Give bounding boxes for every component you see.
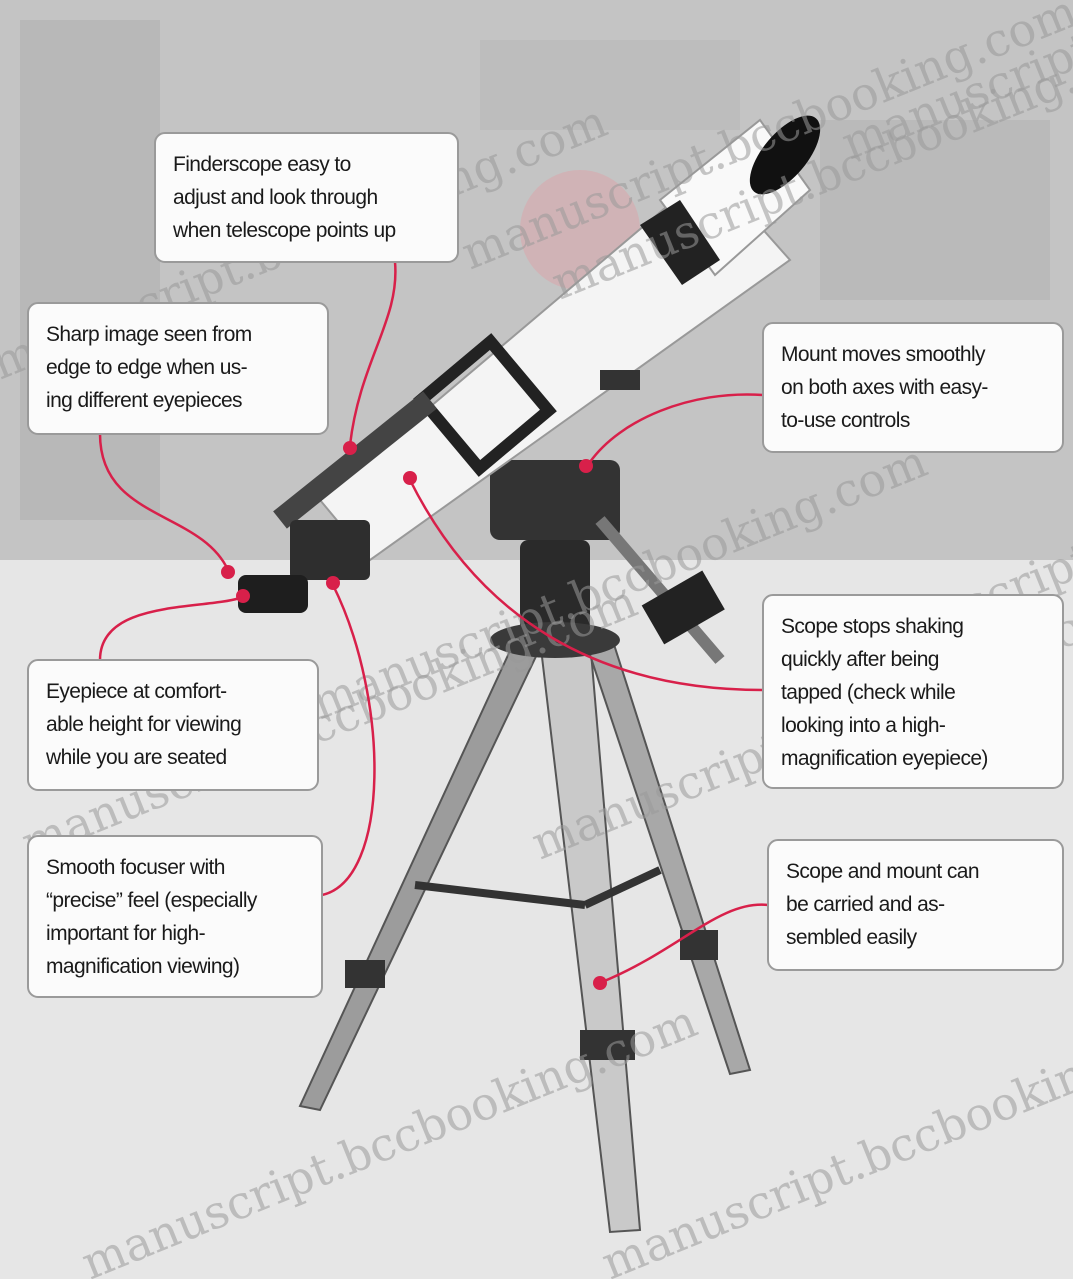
- leader-dot: [593, 976, 607, 990]
- leader-dot: [326, 576, 340, 590]
- callout: Scope and mount can be carried and as-sem…: [768, 840, 1063, 970]
- callout-text: tapped (check while: [781, 681, 955, 704]
- diagram: manuscript.bccbooking.commanuscript.bccb…: [0, 0, 1073, 1279]
- callout-text: magnification eyepiece): [781, 747, 988, 770]
- callout-text: Eyepiece at comfort-: [46, 680, 227, 703]
- callout: Mount moves smoothly on both axes with ea…: [763, 323, 1063, 452]
- callout-text: important for high-: [46, 922, 206, 945]
- callout: Smooth focuser with “precise” feel (espec…: [28, 836, 322, 997]
- callout-text: “precise” feel (especially: [46, 889, 258, 912]
- callout-text: Mount moves smoothly: [781, 343, 986, 366]
- callout-text: looking into a high-: [781, 714, 946, 737]
- callout-text: while you are seated: [45, 746, 227, 769]
- callout-text: Sharp image seen from: [46, 323, 252, 346]
- callout-text: to-use controls: [781, 409, 910, 432]
- leader-dot: [221, 565, 235, 579]
- callout-text: edge to edge when us-: [46, 356, 248, 379]
- callout-text: ing different eyepieces: [46, 389, 242, 412]
- callout-text: adjust and look through: [173, 186, 378, 209]
- callout-text: when telescope points up: [172, 219, 396, 242]
- callout: Finderscope easy to adjust and look throu…: [155, 133, 458, 262]
- leader-dot: [236, 589, 250, 603]
- callout-text: on both axes with easy-: [781, 376, 988, 399]
- callout-text: sembled easily: [786, 926, 918, 949]
- leader-dot: [403, 471, 417, 485]
- callout-text: Smooth focuser with: [46, 856, 225, 879]
- leader-dot: [343, 441, 357, 455]
- callout-text: quickly after being: [781, 648, 939, 671]
- callout-text: able height for viewing: [46, 713, 241, 736]
- callout-text: be carried and as-: [786, 893, 945, 916]
- leader-dot: [579, 459, 593, 473]
- callout-text: Scope stops shaking: [781, 615, 963, 638]
- callout-text: magnification viewing): [46, 955, 239, 978]
- callout-text: Finderscope easy to: [173, 153, 351, 176]
- callout-text: Scope and mount can: [786, 860, 979, 883]
- callout: Scope stops shaking quickly after being ta…: [763, 595, 1063, 788]
- callout: Eyepiece at comfort-able height for view…: [28, 660, 318, 790]
- callout: Sharp image seen from edge to edge when u…: [28, 303, 328, 434]
